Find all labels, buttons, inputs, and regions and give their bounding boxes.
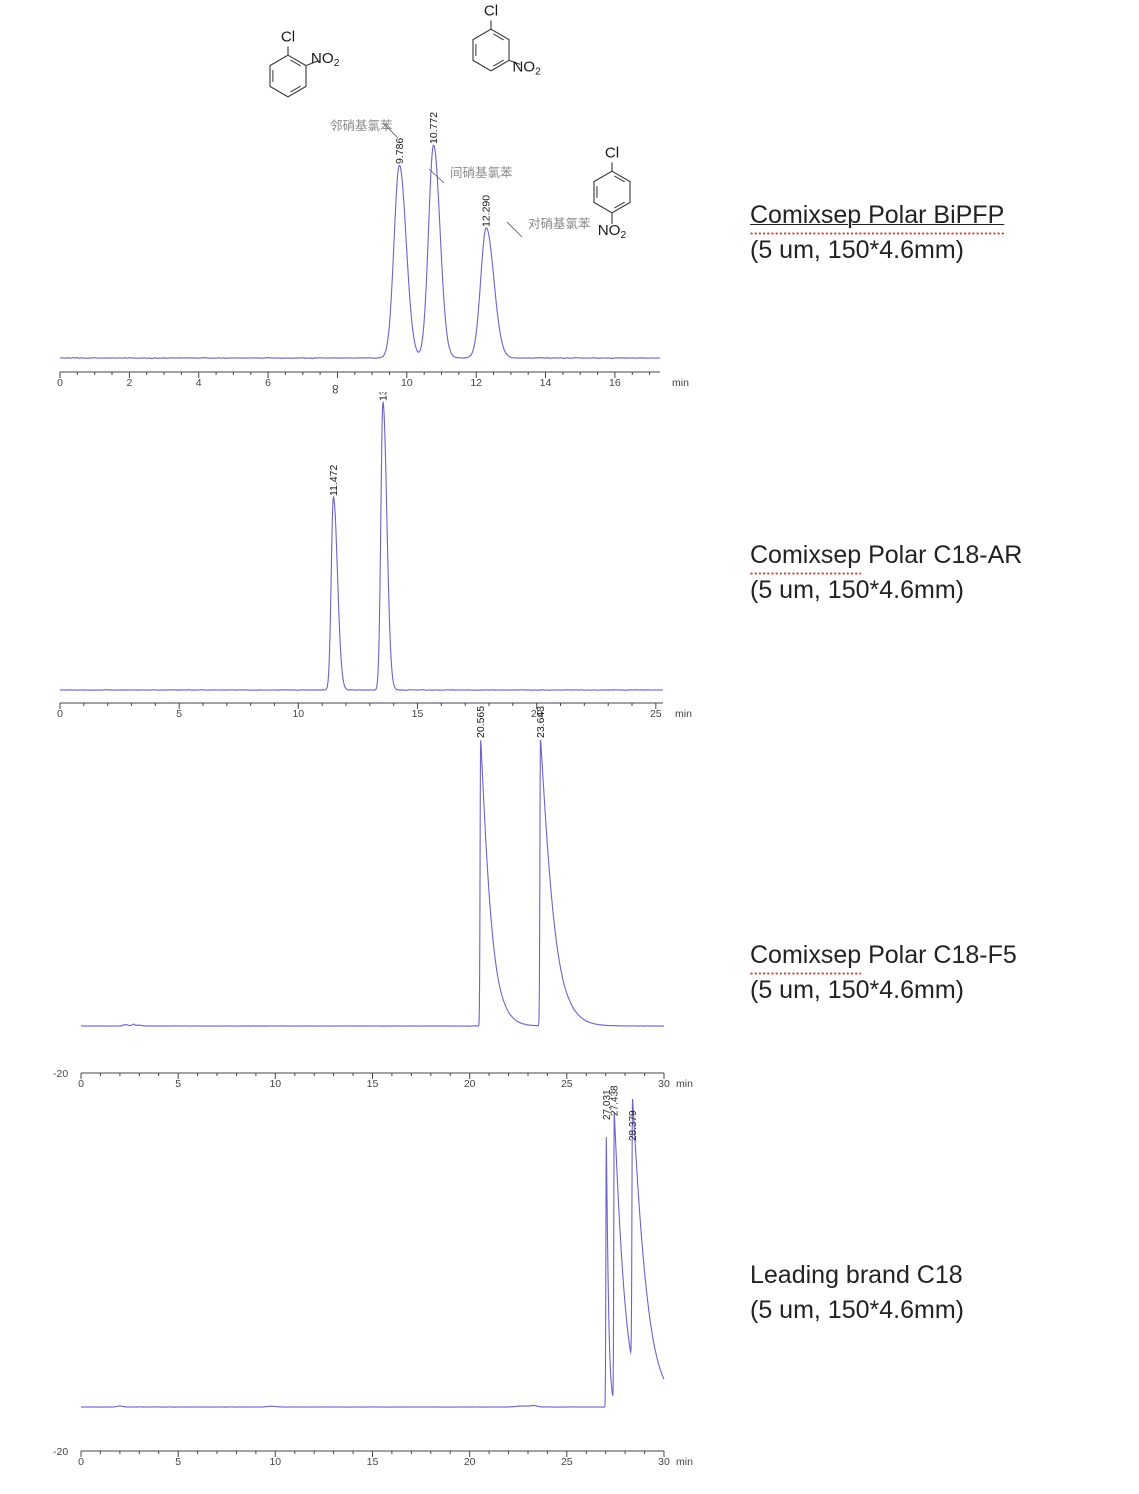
svg-text:间硝基氯苯: 间硝基氯苯: [450, 166, 513, 180]
svg-text:min: min: [675, 708, 692, 720]
svg-text:13.455: 13.455: [378, 369, 390, 401]
svg-text:5: 5: [176, 708, 182, 720]
svg-text:10.772: 10.772: [428, 112, 440, 144]
svg-text:10: 10: [292, 708, 304, 720]
svg-text:min: min: [676, 1078, 693, 1090]
svg-text:12.290: 12.290: [481, 195, 493, 227]
svg-text:11.472: 11.472: [328, 465, 340, 496]
svg-text:5: 5: [175, 1078, 181, 1090]
svg-text:30: 30: [658, 1456, 670, 1468]
svg-text:30: 30: [658, 1078, 670, 1090]
svg-text:2: 2: [126, 377, 132, 389]
svg-text:-20: -20: [53, 1068, 68, 1080]
svg-text:9.786: 9.786: [394, 138, 406, 164]
svg-text:12: 12: [470, 377, 482, 389]
svg-text:10: 10: [269, 1456, 281, 1468]
svg-text:20.565: 20.565: [475, 706, 487, 738]
svg-text:23.643: 23.643: [535, 706, 547, 738]
svg-text:15: 15: [367, 1456, 379, 1468]
svg-text:Cl: Cl: [605, 145, 619, 162]
svg-text:15: 15: [367, 1078, 379, 1090]
svg-text:NO2: NO2: [512, 59, 541, 78]
svg-text:14: 14: [540, 377, 552, 389]
svg-text:15: 15: [412, 708, 424, 720]
svg-text:10: 10: [269, 1078, 281, 1090]
svg-text:Cl: Cl: [281, 29, 295, 46]
svg-text:Cl: Cl: [484, 3, 498, 20]
svg-text:20: 20: [464, 1078, 476, 1090]
svg-text:0: 0: [78, 1456, 84, 1468]
svg-text:20: 20: [464, 1456, 476, 1468]
svg-text:5: 5: [175, 1456, 181, 1468]
svg-text:邻硝基氯苯: 邻硝基氯苯: [330, 119, 393, 133]
svg-text:10: 10: [401, 377, 413, 389]
svg-text:8: 8: [332, 382, 338, 394]
svg-text:NO2: NO2: [311, 50, 340, 68]
svg-text:min: min: [676, 1456, 693, 1468]
svg-text:NO2: NO2: [598, 222, 627, 241]
svg-text:4: 4: [196, 377, 202, 389]
svg-text:-20: -20: [53, 1446, 68, 1458]
svg-text:0: 0: [78, 1078, 84, 1090]
svg-text:0: 0: [57, 377, 63, 389]
svg-text:25: 25: [561, 1078, 573, 1090]
svg-text:6: 6: [265, 377, 271, 389]
svg-text:25: 25: [650, 708, 662, 720]
svg-text:0: 0: [57, 708, 63, 720]
svg-text:16: 16: [609, 377, 621, 389]
svg-text:min: min: [672, 377, 689, 389]
svg-text:28.379: 28.379: [628, 1110, 639, 1141]
svg-text:对硝基氯苯: 对硝基氯苯: [528, 217, 591, 231]
svg-text:25: 25: [561, 1456, 573, 1468]
svg-text:27.438: 27.438: [610, 1085, 621, 1116]
